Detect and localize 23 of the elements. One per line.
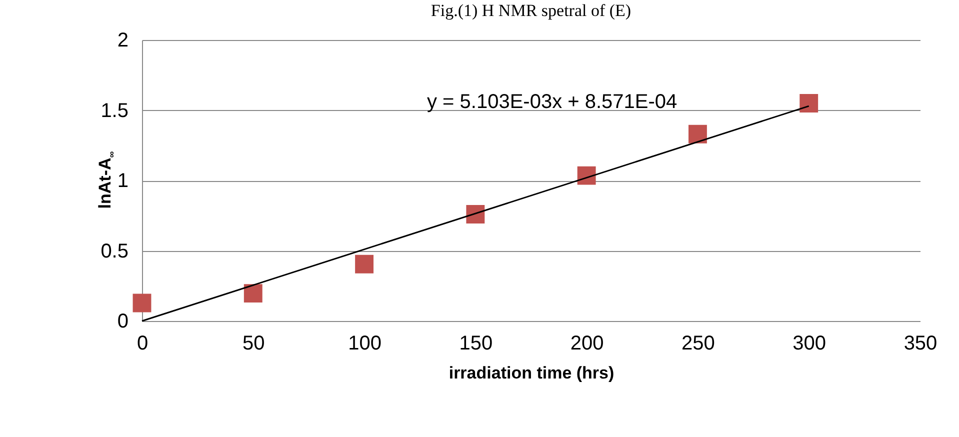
y-tick-label: 2 [117,30,128,52]
point [466,205,485,224]
x-tick-label: 50 [242,332,265,354]
y-tick-label: 0 [117,310,128,332]
point [355,254,374,274]
y-tick-label: 1 [117,170,128,192]
annotation: y = 5.103E-03x + 8.571E-04 [427,91,678,113]
point [132,294,152,312]
point [244,284,262,303]
point [577,166,596,185]
y-tick-label: 0.5 [100,240,128,262]
point [800,94,818,112]
x-tick-label: 0 [136,332,148,354]
x-tick-label: 200 [570,332,604,354]
point [688,124,707,144]
x-tick-label: 350 [904,332,938,354]
x-axis-title: irradiation time (hrs) [448,364,614,382]
x-tick-label: 250 [682,332,715,354]
y-tick-label: 1.5 [100,100,128,122]
x-tick-label: 300 [792,332,826,354]
x-tick-label: 100 [348,332,382,354]
chart-title: Fig.(1) H NMR spetral of (E) [430,1,632,20]
x-tick-label: 150 [459,332,493,354]
